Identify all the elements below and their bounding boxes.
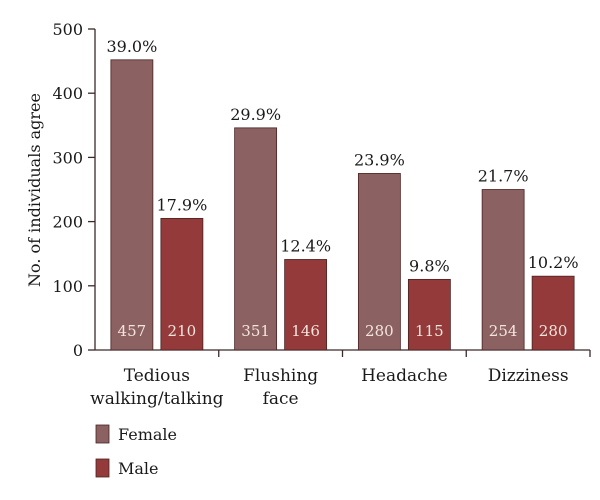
bar xyxy=(407,278,451,351)
bar-percent-label: 29.9% xyxy=(230,105,281,124)
legend-swatch xyxy=(95,424,110,444)
y-tick-label: 0 xyxy=(73,341,83,360)
bar xyxy=(110,59,154,351)
bar xyxy=(531,275,575,351)
bar-count-label: 115 xyxy=(415,322,444,340)
y-tick-label: 400 xyxy=(52,84,83,103)
bar-percent-label: 12.4% xyxy=(280,236,331,255)
legend-label: Female xyxy=(118,425,177,444)
bar-percent-label: 39.0% xyxy=(106,37,157,56)
y-axis-ticks: 0 100 200 300 400 500 xyxy=(52,20,95,360)
bar-percent-label: 21.7% xyxy=(478,167,529,186)
x-category-label: face xyxy=(263,389,299,409)
legend-swatch xyxy=(95,458,110,478)
bar-count-label: 280 xyxy=(539,322,568,340)
bar xyxy=(357,173,401,351)
legend-label: Male xyxy=(118,459,159,478)
y-tick-label: 500 xyxy=(52,20,83,39)
bar-count-label: 146 xyxy=(291,322,320,340)
bars xyxy=(110,59,575,351)
bar-percent-label: 9.8% xyxy=(409,256,450,275)
y-tick-label: 200 xyxy=(52,213,83,232)
bar xyxy=(234,127,278,351)
bar-percent-label: 23.9% xyxy=(354,150,405,169)
bar-count-label: 210 xyxy=(168,322,197,340)
bar xyxy=(160,217,204,351)
x-category-label: Headache xyxy=(361,366,448,386)
bar xyxy=(284,259,328,351)
x-category-label: Tedious xyxy=(124,366,190,386)
y-tick-label: 100 xyxy=(52,277,83,296)
bar-count-label: 457 xyxy=(118,322,147,340)
x-category-label: Dizziness xyxy=(488,366,569,386)
x-category-label: walking/talking xyxy=(90,389,224,409)
bar-count-label: 254 xyxy=(489,322,518,340)
legend: Female Male xyxy=(95,424,177,478)
bar xyxy=(481,189,525,351)
x-axis-labels: Tedious walking/talking Flushing face Headac… xyxy=(90,366,568,409)
x-category-label: Flushing xyxy=(243,366,318,386)
bar-count-label: 280 xyxy=(365,322,394,340)
y-axis-label: No. of individuals agree xyxy=(25,93,44,287)
y-tick-label: 300 xyxy=(52,148,83,167)
data-labels: 39.0% 457 17.9% 210 29.9% 351 12.4% 146 23.9% 280… xyxy=(106,37,578,340)
bar-count-label: 351 xyxy=(241,322,270,340)
bar-percent-label: 17.9% xyxy=(156,195,207,214)
bar-percent-label: 10.2% xyxy=(528,253,579,272)
